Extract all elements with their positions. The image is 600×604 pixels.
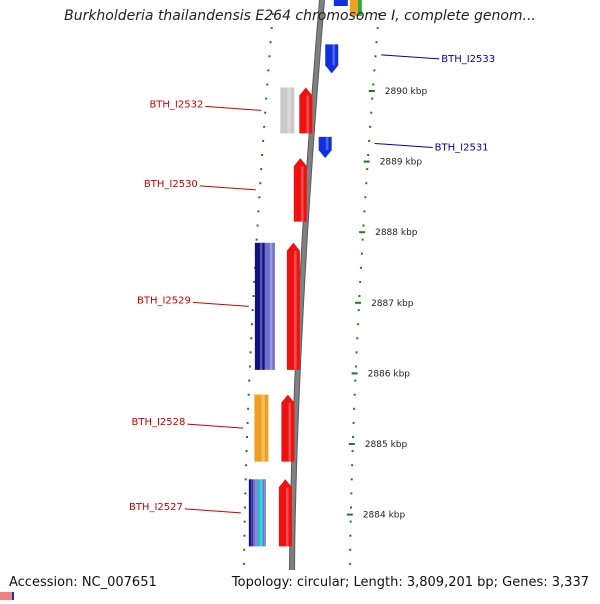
top-green-tile bbox=[357, 0, 362, 16]
gene-bth-i2533-arrow bbox=[325, 44, 339, 74]
gene-bth-i2532-arrow bbox=[299, 87, 313, 134]
gene-bth-i2528-label: BTH_I2528 bbox=[131, 417, 185, 428]
kbp-label: 2887 kbp bbox=[371, 299, 414, 309]
domain-bar-gray bbox=[280, 87, 295, 134]
domain-bar-thin-lavender-shine bbox=[255, 479, 257, 547]
gene-bth-i2531-leader bbox=[374, 142, 433, 148]
gene-bth-i2531-arrow-body bbox=[318, 136, 332, 159]
domain-bar-lavender bbox=[264, 242, 275, 370]
gene-bth-i2531-label: BTH_I2531 bbox=[435, 142, 489, 153]
domain-bar-thin-lavender-2-body bbox=[262, 479, 266, 547]
domain-bar-orange bbox=[254, 394, 269, 462]
gene-bth-i2527-label: BTH_I2527 bbox=[129, 502, 183, 513]
gene-bth-i2529-arrow-body bbox=[286, 242, 300, 370]
gene-bth-i2528-arrow-body bbox=[281, 394, 295, 462]
accession-label: Accession: NC_007651 bbox=[9, 575, 157, 590]
gene-bth-i2529-arrow-shine bbox=[294, 250, 297, 370]
domain-bar-thin-lavender-2-shine bbox=[264, 479, 266, 547]
gene-bth-i2533-arrow-shine bbox=[332, 44, 335, 66]
gene-bth-i2527-arrow-body bbox=[278, 479, 292, 547]
gene-bth-i2533-leader bbox=[381, 54, 440, 60]
domain-bar-lavender-body bbox=[264, 242, 275, 370]
gene-bth-i2532-label: BTH_I2532 bbox=[149, 99, 203, 110]
gene-bth-i2529-leader bbox=[192, 301, 249, 307]
gene-bth-i2530-label: BTH_I2530 bbox=[144, 179, 198, 190]
domain-bar-cyan bbox=[257, 479, 263, 547]
top-blue-tile bbox=[333, 0, 348, 6]
kbp-label: 2886 kbp bbox=[368, 369, 411, 379]
kbp-label: 2888 kbp bbox=[375, 228, 418, 238]
domain-bar-cyan-body bbox=[257, 479, 263, 547]
bottom-pink-tile bbox=[0, 592, 12, 600]
kbp-scale: 2890 kbp 2889 kbp 2888 kbp 2887 kbp 2886 kbp… bbox=[346, 87, 428, 521]
gene-bth-i2532-leader bbox=[205, 105, 262, 111]
gene-bth-i2529-arrow bbox=[286, 242, 300, 370]
domain-bar-navy-body bbox=[254, 242, 265, 370]
domain-bar-navy bbox=[254, 242, 265, 370]
gene-bth-i2533-arrow-body bbox=[325, 44, 339, 74]
gene-bth-i2527-leader bbox=[184, 508, 241, 514]
kbp-label: 2884 kbp bbox=[363, 511, 406, 521]
gene-bth-i2528-leader bbox=[187, 423, 244, 429]
top-partial-features bbox=[333, 0, 362, 16]
domain-bar-cyan-shine bbox=[260, 479, 262, 547]
gene-bth-i2530-arrow-shine bbox=[300, 166, 304, 222]
gene-bth-i2528-arrow-shine bbox=[288, 402, 292, 462]
backbone bbox=[290, 0, 324, 571]
domain-bar-orange-shine bbox=[261, 394, 265, 462]
domain-bar-gray-shine bbox=[287, 87, 291, 134]
gene-bth-i2528-arrow bbox=[281, 394, 295, 462]
domain-bar-gray-body bbox=[280, 87, 295, 134]
domain-bar-orange-body bbox=[254, 394, 269, 462]
gene-bth-i2530-arrow-body bbox=[293, 158, 307, 222]
domain-bar-navy-shine bbox=[259, 242, 263, 370]
domain-bar-thin-navy-shine bbox=[250, 479, 252, 547]
genome-summary: Topology: circular; Length: 3,809,201 bp… bbox=[231, 575, 589, 590]
gene-bth-i2530-leader bbox=[199, 185, 256, 191]
feature-bars bbox=[248, 87, 295, 547]
tick-rails bbox=[243, 13, 380, 565]
domain-bar-thin-lavender-2 bbox=[262, 479, 266, 547]
kbp-label: 2889 kbp bbox=[380, 158, 423, 168]
gene-bth-i2532-arrow-body bbox=[299, 87, 313, 134]
kbp-label: 2885 kbp bbox=[365, 440, 408, 450]
domain-bar-thin-lavender-body bbox=[252, 479, 258, 547]
gene-bth-i2527-arrow-shine bbox=[286, 487, 289, 547]
genes-layer: BTH_I2533 BTH_I2532 BTH_I2531 BTH_I2530 BTH_… bbox=[129, 44, 495, 547]
domain-bar-lavender-shine bbox=[269, 242, 273, 370]
domain-bar-thin-lavender bbox=[252, 479, 258, 547]
domain-bar-thin-navy bbox=[248, 479, 253, 547]
bottom-partial-features bbox=[0, 592, 14, 600]
gene-bth-i2527-arrow bbox=[278, 479, 292, 547]
gene-bth-i2533-label: BTH_I2533 bbox=[441, 54, 495, 65]
kbp-label: 2890 kbp bbox=[385, 87, 428, 97]
top-orange-tile bbox=[349, 0, 358, 16]
gene-bth-i2531-arrow bbox=[318, 136, 332, 159]
gene-bth-i2529-label: BTH_I2529 bbox=[137, 295, 191, 306]
gene-bth-i2532-arrow-shine bbox=[306, 95, 310, 134]
domain-bar-thin-navy-body bbox=[248, 479, 253, 547]
gene-bth-i2530-arrow bbox=[293, 158, 307, 222]
gene-bth-i2531-arrow-shine bbox=[325, 136, 329, 151]
chromosome-title: Burkholderia thailandensis E264 chromoso… bbox=[64, 8, 536, 24]
